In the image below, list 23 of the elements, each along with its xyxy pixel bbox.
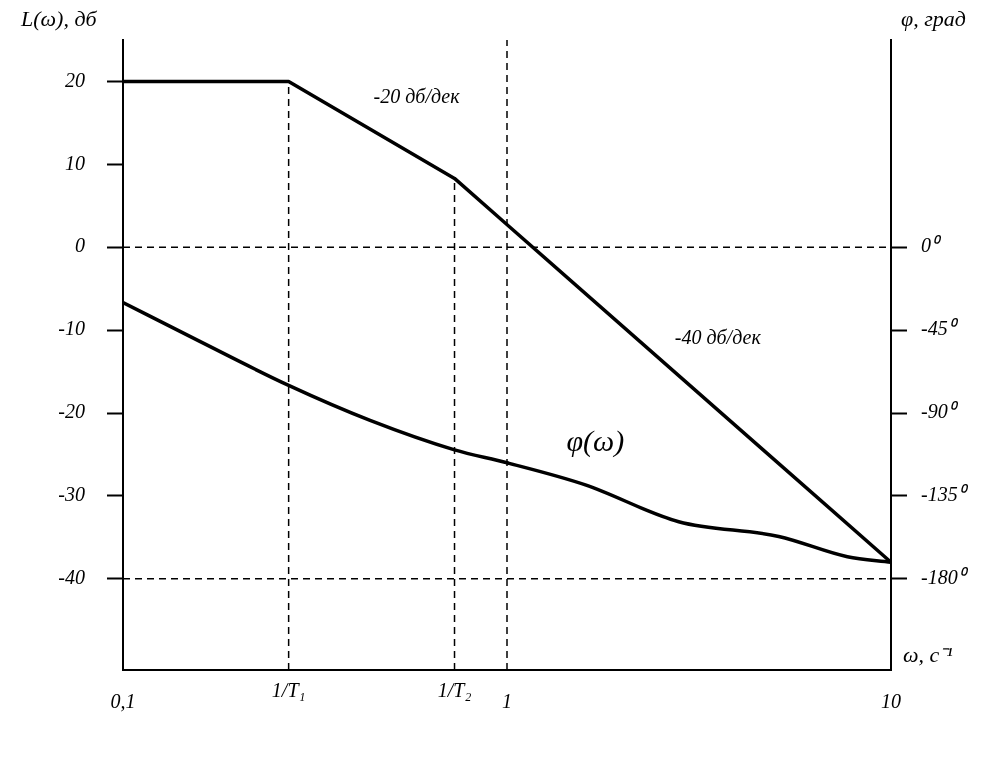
series-label: φ(ω) xyxy=(566,423,625,458)
annotation: -40 дб/дек xyxy=(674,325,762,348)
x-tick-label: 0,1 xyxy=(110,690,136,713)
y-tick-label: 20 xyxy=(65,68,85,91)
y2-tick-label: -45⁰ xyxy=(921,317,959,340)
y-tick-label: 0 xyxy=(75,234,85,257)
ref-line-label: 1/T₂ xyxy=(437,679,472,702)
x-tick-label: 10 xyxy=(881,690,901,713)
y-tick-label: -20 xyxy=(58,400,85,423)
x-tick-label: 1 xyxy=(502,690,512,713)
y2-tick-label: -90⁰ xyxy=(921,400,959,423)
y-tick-label: -10 xyxy=(58,317,85,340)
ref-line-label: 1/T₁ xyxy=(271,679,306,702)
y2-tick-label: -135⁰ xyxy=(921,483,969,506)
annotation: -20 дб/дек xyxy=(373,85,461,108)
y-tick-label: 10 xyxy=(65,151,85,174)
y2-tick-label: 0⁰ xyxy=(921,234,942,257)
x-axis-title: ω, с⁻¹ xyxy=(903,642,953,667)
y2-axis-title: φ, град xyxy=(901,6,966,31)
y2-tick-label: -180⁰ xyxy=(921,566,969,589)
y-tick-label: -40 xyxy=(58,566,85,589)
y-tick-label: -30 xyxy=(58,483,85,506)
y-axis-title: L(ω), дб xyxy=(20,6,98,31)
